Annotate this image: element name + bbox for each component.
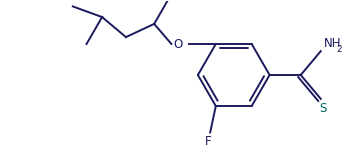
Text: 2: 2 xyxy=(337,45,343,54)
Text: F: F xyxy=(205,135,211,148)
Text: O: O xyxy=(173,38,183,51)
Text: NH: NH xyxy=(324,37,341,50)
Text: S: S xyxy=(319,102,326,115)
